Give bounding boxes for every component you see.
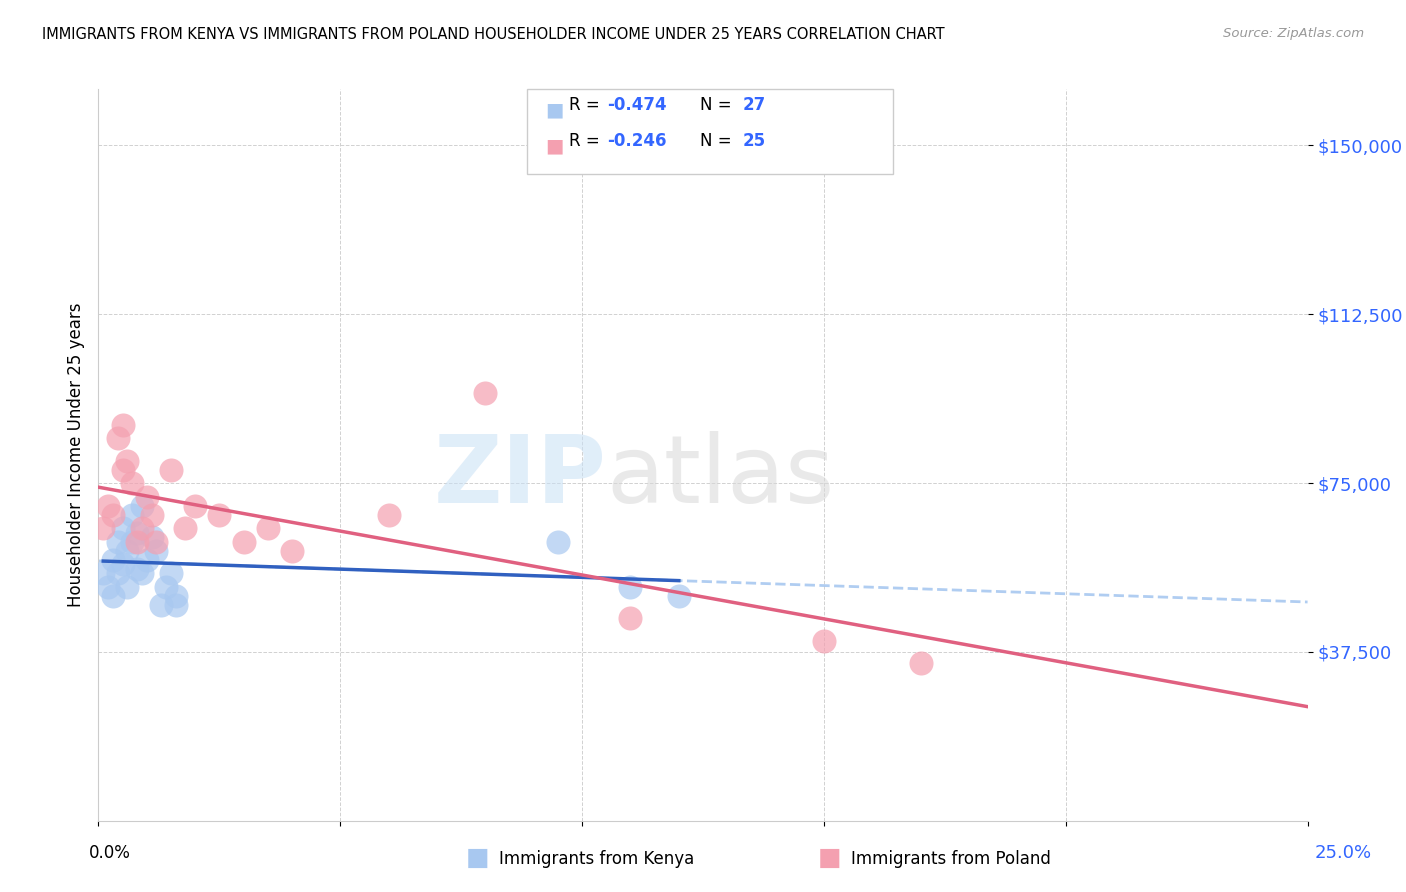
Point [165, 589, 187, 603]
Point [131, 566, 153, 580]
Text: 0.0%: 0.0% [89, 844, 131, 862]
Point [668, 589, 690, 603]
Text: -0.246: -0.246 [607, 132, 666, 150]
Text: 25.0%: 25.0% [1315, 844, 1371, 862]
Point [208, 508, 231, 522]
Point [813, 633, 835, 648]
Text: Source: ZipAtlas.com: Source: ZipAtlas.com [1223, 27, 1364, 40]
Point [155, 580, 177, 594]
Point [910, 656, 932, 670]
Text: atlas: atlas [606, 431, 835, 523]
Point [121, 476, 143, 491]
Point [281, 543, 304, 558]
Point [160, 566, 183, 580]
Point [127, 534, 149, 549]
Point [117, 580, 139, 594]
Point [127, 561, 149, 575]
Point [135, 490, 157, 504]
Point [160, 462, 183, 476]
Point [101, 508, 124, 522]
Text: R =: R = [569, 132, 606, 150]
Point [91, 521, 114, 535]
Text: Immigrants from Kenya: Immigrants from Kenya [499, 850, 695, 868]
Point [117, 453, 139, 467]
Text: ■: ■ [467, 846, 489, 870]
Point [135, 552, 157, 566]
Point [127, 525, 149, 540]
Point [184, 499, 207, 513]
Point [121, 534, 143, 549]
Y-axis label: Householder Income Under 25 years: Householder Income Under 25 years [66, 302, 84, 607]
Point [141, 530, 163, 544]
Point [131, 521, 153, 535]
Point [107, 534, 129, 549]
Text: N =: N = [700, 96, 737, 114]
Point [97, 580, 120, 594]
Text: -0.474: -0.474 [607, 96, 666, 114]
Point [107, 431, 129, 445]
Text: ZIP: ZIP [433, 431, 606, 523]
Text: 25: 25 [742, 132, 765, 150]
Text: N =: N = [700, 132, 737, 150]
Point [474, 386, 496, 401]
Point [117, 543, 139, 558]
Text: Immigrants from Poland: Immigrants from Poland [851, 850, 1050, 868]
Point [145, 543, 167, 558]
Point [111, 417, 134, 432]
Text: ■: ■ [546, 136, 564, 155]
Point [232, 534, 254, 549]
Point [377, 508, 399, 522]
Point [121, 508, 143, 522]
Point [107, 566, 129, 580]
Point [256, 521, 278, 535]
Point [165, 598, 187, 612]
Point [547, 534, 569, 549]
Point [145, 534, 167, 549]
Point [111, 521, 134, 535]
Text: 27: 27 [742, 96, 766, 114]
Text: ■: ■ [818, 846, 841, 870]
Point [150, 598, 173, 612]
Point [619, 611, 641, 625]
Point [174, 521, 197, 535]
Point [141, 508, 163, 522]
Point [101, 552, 124, 566]
Point [97, 499, 120, 513]
Point [111, 462, 134, 476]
Point [131, 499, 153, 513]
Point [619, 580, 641, 594]
Point [111, 557, 134, 571]
Point [101, 589, 124, 603]
Text: R =: R = [569, 96, 606, 114]
Point [91, 566, 114, 580]
Text: IMMIGRANTS FROM KENYA VS IMMIGRANTS FROM POLAND HOUSEHOLDER INCOME UNDER 25 YEAR: IMMIGRANTS FROM KENYA VS IMMIGRANTS FROM… [42, 27, 945, 42]
Text: ■: ■ [546, 101, 564, 120]
